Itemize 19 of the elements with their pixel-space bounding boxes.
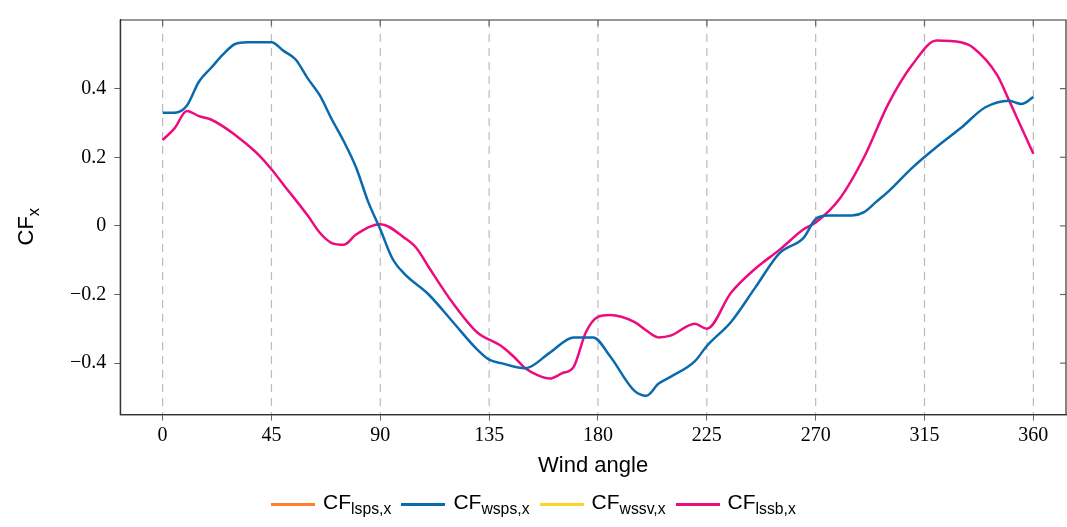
legend-label: CF$_{wsps,x}$	[453, 490, 530, 519]
x-tick-label: 225	[691, 422, 722, 445]
legend-label: CF$_{lssb,x}$	[727, 490, 796, 519]
x-tick-label: 90	[370, 422, 391, 445]
x-tick-label: 360	[1018, 422, 1049, 445]
x-axis-title: Wind angle	[538, 451, 649, 477]
x-tick-label: 315	[909, 422, 940, 445]
y-tick-label: 0.4	[81, 75, 107, 98]
legend-label: CF$_{wssv,x}$	[591, 490, 666, 519]
y-tick-label: 0	[96, 213, 107, 236]
x-tick-label: 270	[800, 422, 831, 445]
y-tick-label: −0.2	[70, 281, 107, 304]
x-tick-label: 45	[261, 422, 282, 445]
legend-label: CF$_{lsps,x}$	[323, 490, 392, 519]
x-tick-label: 180	[582, 422, 613, 445]
x-tick-label: 135	[474, 422, 505, 445]
x-tick-label: 0	[157, 422, 168, 445]
y-tick-label: −0.4	[70, 350, 107, 373]
y-tick-label: 0.2	[81, 144, 107, 167]
